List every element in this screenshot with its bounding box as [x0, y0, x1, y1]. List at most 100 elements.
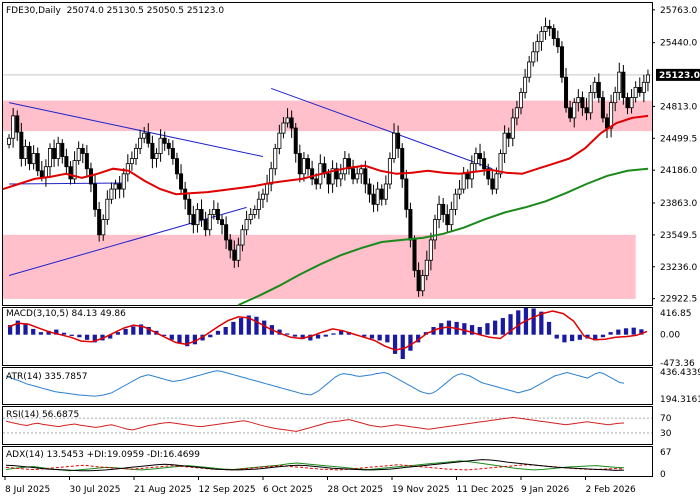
- candle-body: [330, 168, 335, 185]
- candle-body: [400, 148, 405, 180]
- candle-body: [568, 107, 573, 119]
- macd-histogram-bar: [23, 323, 28, 335]
- candle-body: [441, 203, 446, 215]
- candle-body: [277, 132, 282, 149]
- macd-histogram-bar: [15, 320, 20, 335]
- candle-body: [367, 183, 372, 195]
- sma-green-line: [237, 167, 649, 306]
- blue-trendlines: [8, 87, 493, 276]
- candle-body: [138, 137, 143, 149]
- macd-histogram-bar: [392, 334, 398, 354]
- candle-body: [68, 166, 73, 180]
- candle-body: [355, 173, 360, 180]
- macd-histogram-bar: [208, 334, 213, 338]
- candle-body: [142, 132, 147, 139]
- candle-body: [592, 81, 597, 93]
- candle-body: [76, 148, 81, 162]
- candle-body: [580, 97, 585, 109]
- macd-histogram-bar: [416, 334, 421, 343]
- candle-body: [342, 158, 347, 175]
- candle-body: [207, 214, 212, 231]
- candle-body: [486, 168, 491, 180]
- candle-body: [52, 148, 57, 159]
- candle-body: [555, 38, 560, 48]
- candle-body: [306, 158, 311, 170]
- candle-body: [465, 173, 470, 180]
- time-tick-label: 9 Jan 2026: [521, 485, 569, 495]
- candle-body: [93, 183, 98, 210]
- macd-histogram-bar: [562, 334, 567, 343]
- macd-histogram-bar: [469, 325, 475, 335]
- candle-body: [191, 214, 196, 226]
- macd-histogram-bar: [285, 333, 290, 335]
- candle-body: [265, 183, 270, 195]
- candle-body: [43, 166, 48, 178]
- macd-histogram-bar: [177, 334, 182, 344]
- price-tick-label: 25440.0: [660, 39, 697, 49]
- candle-body: [60, 142, 65, 157]
- candle-body: [383, 183, 388, 200]
- candle-body: [105, 198, 110, 220]
- candle-body: [461, 173, 466, 190]
- candle-body: [518, 92, 523, 109]
- trendline: [8, 102, 264, 158]
- candle-body: [527, 61, 532, 78]
- candle-body: [416, 270, 421, 292]
- candle-body: [97, 209, 102, 236]
- candle-body: [637, 86, 642, 93]
- time-tick-label: 12 Sep 2025: [199, 485, 256, 495]
- candle-body: [281, 122, 286, 134]
- candle-body: [269, 168, 274, 185]
- time-tick-label: 11 Dec 2025: [457, 485, 515, 495]
- macd-histogram-bar: [516, 310, 521, 335]
- candle-body: [170, 148, 175, 159]
- macd-histogram-bar: [600, 334, 606, 338]
- trendline: [270, 87, 493, 170]
- candle-body: [645, 74, 650, 83]
- candle-body: [617, 71, 622, 93]
- candle-body: [514, 107, 519, 119]
- macd-pane: 416.85 0.00 -473.36: [7, 307, 695, 369]
- macd-histogram-bar: [331, 333, 336, 335]
- time-tick-label: 6 Oct 2025: [263, 485, 313, 495]
- candle-body: [363, 168, 368, 185]
- macd-histogram-bar: [61, 332, 67, 335]
- candle-body: [351, 168, 356, 180]
- candle-body: [215, 209, 220, 220]
- candle-body: [437, 203, 442, 220]
- candle-body: [326, 173, 331, 185]
- macd-histogram-bar: [639, 329, 644, 335]
- trendline: [9, 182, 124, 185]
- macd-histogram-bar: [46, 330, 51, 335]
- macd-pane-label: MACD(3,10,5) 84.13 49.86: [6, 309, 126, 319]
- macd-histogram-bar: [554, 334, 559, 339]
- candle-body: [310, 168, 315, 180]
- candle-body: [244, 219, 249, 231]
- macd-signal-line: [7, 310, 648, 351]
- macd-histogram-bar: [408, 334, 413, 351]
- candle-body: [473, 153, 478, 165]
- adx-pane: 67 0: [5, 448, 671, 480]
- macd-histogram-bar: [608, 332, 613, 335]
- candle-body: [11, 115, 16, 139]
- candle-body: [236, 244, 241, 261]
- candle-body: [121, 173, 126, 190]
- candle-body: [596, 81, 601, 98]
- candle-body: [211, 209, 216, 215]
- current-price-badge: [656, 68, 700, 81]
- candle-body: [80, 148, 85, 154]
- candle-body: [240, 229, 245, 246]
- adx-pane-label: ADX(14) 13.5453 +DI:19.0959 -DI:16.4699: [6, 450, 200, 460]
- candle-body: [346, 158, 351, 170]
- macd-histogram-bar: [339, 330, 344, 335]
- moving-average-lines: [2, 114, 649, 306]
- candle-body: [424, 259, 429, 276]
- macd-histogram-bar: [623, 328, 629, 335]
- candle-body: [146, 132, 151, 144]
- price-tick-label: 24499.5: [660, 134, 697, 144]
- atr-pane-label: ATR(14) 335.7857: [6, 372, 88, 382]
- macd-histogram-bar: [508, 314, 513, 335]
- candle-body: [404, 178, 409, 210]
- candle-body: [572, 102, 577, 119]
